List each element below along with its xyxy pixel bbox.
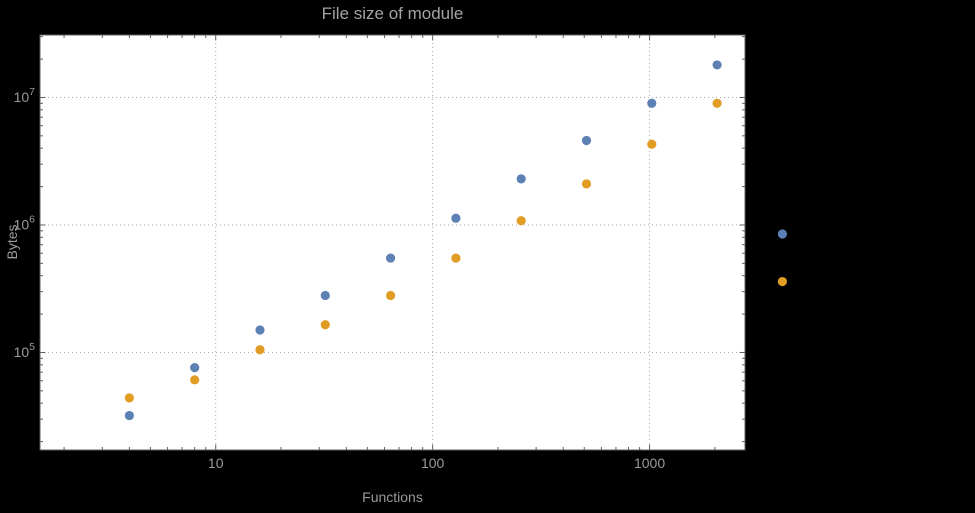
plot-frame bbox=[39, 34, 746, 451]
y-tick-label: 106 bbox=[14, 213, 36, 232]
data-point bbox=[255, 345, 265, 355]
data-point bbox=[124, 393, 134, 403]
data-point bbox=[190, 363, 200, 373]
y-tick-label: 107 bbox=[14, 86, 36, 105]
data-point bbox=[581, 179, 592, 189]
data-point bbox=[712, 60, 722, 70]
data-point bbox=[712, 98, 722, 108]
data-point bbox=[385, 253, 396, 263]
plot-area bbox=[40, 35, 745, 450]
data-point bbox=[451, 253, 461, 263]
x-axis-label: Functions bbox=[362, 489, 423, 505]
data-point bbox=[647, 139, 657, 149]
data-point bbox=[190, 375, 200, 385]
x-tick-label: 1000 bbox=[634, 455, 665, 471]
data-point bbox=[516, 216, 526, 226]
data-point bbox=[451, 213, 461, 223]
data-point bbox=[647, 98, 657, 108]
chart-title: File size of module bbox=[321, 4, 464, 23]
x-tick-label: 100 bbox=[421, 455, 445, 471]
data-point bbox=[320, 320, 330, 330]
data-point bbox=[385, 290, 396, 301]
x-tick-label: 10 bbox=[208, 455, 224, 471]
data-point bbox=[124, 410, 134, 421]
data-point bbox=[777, 276, 787, 287]
data-point bbox=[255, 325, 265, 335]
data-point bbox=[777, 229, 787, 239]
y-tick-label: 105 bbox=[14, 341, 36, 360]
data-point bbox=[516, 174, 526, 184]
data-point bbox=[320, 290, 330, 301]
data-point bbox=[581, 135, 592, 146]
